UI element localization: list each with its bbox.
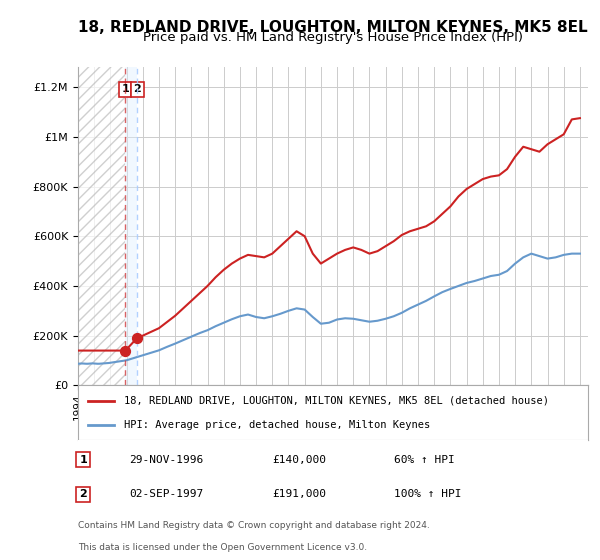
Point — [133, 333, 142, 342]
Text: 2: 2 — [134, 85, 141, 95]
Text: 60% ↑ HPI: 60% ↑ HPI — [394, 455, 455, 465]
Text: Contains HM Land Registry data © Crown copyright and database right 2024.: Contains HM Land Registry data © Crown c… — [78, 521, 430, 530]
Text: £140,000: £140,000 — [272, 455, 326, 465]
Point — [121, 346, 130, 355]
Text: 18, REDLAND DRIVE, LOUGHTON, MILTON KEYNES, MK5 8EL (detached house): 18, REDLAND DRIVE, LOUGHTON, MILTON KEYN… — [124, 396, 549, 405]
Text: 2: 2 — [79, 489, 87, 500]
Text: Price paid vs. HM Land Registry's House Price Index (HPI): Price paid vs. HM Land Registry's House … — [143, 31, 523, 44]
Text: This data is licensed under the Open Government Licence v3.0.: This data is licensed under the Open Gov… — [78, 543, 367, 552]
Text: HPI: Average price, detached house, Milton Keynes: HPI: Average price, detached house, Milt… — [124, 420, 430, 430]
Text: 29-NOV-1996: 29-NOV-1996 — [129, 455, 203, 465]
Text: 1: 1 — [121, 85, 129, 95]
Bar — [125, 67, 137, 385]
Text: £191,000: £191,000 — [272, 489, 326, 500]
Text: 02-SEP-1997: 02-SEP-1997 — [129, 489, 203, 500]
Text: 100% ↑ HPI: 100% ↑ HPI — [394, 489, 462, 500]
Text: 18, REDLAND DRIVE, LOUGHTON, MILTON KEYNES, MK5 8EL: 18, REDLAND DRIVE, LOUGHTON, MILTON KEYN… — [78, 20, 588, 35]
Text: 1: 1 — [79, 455, 87, 465]
